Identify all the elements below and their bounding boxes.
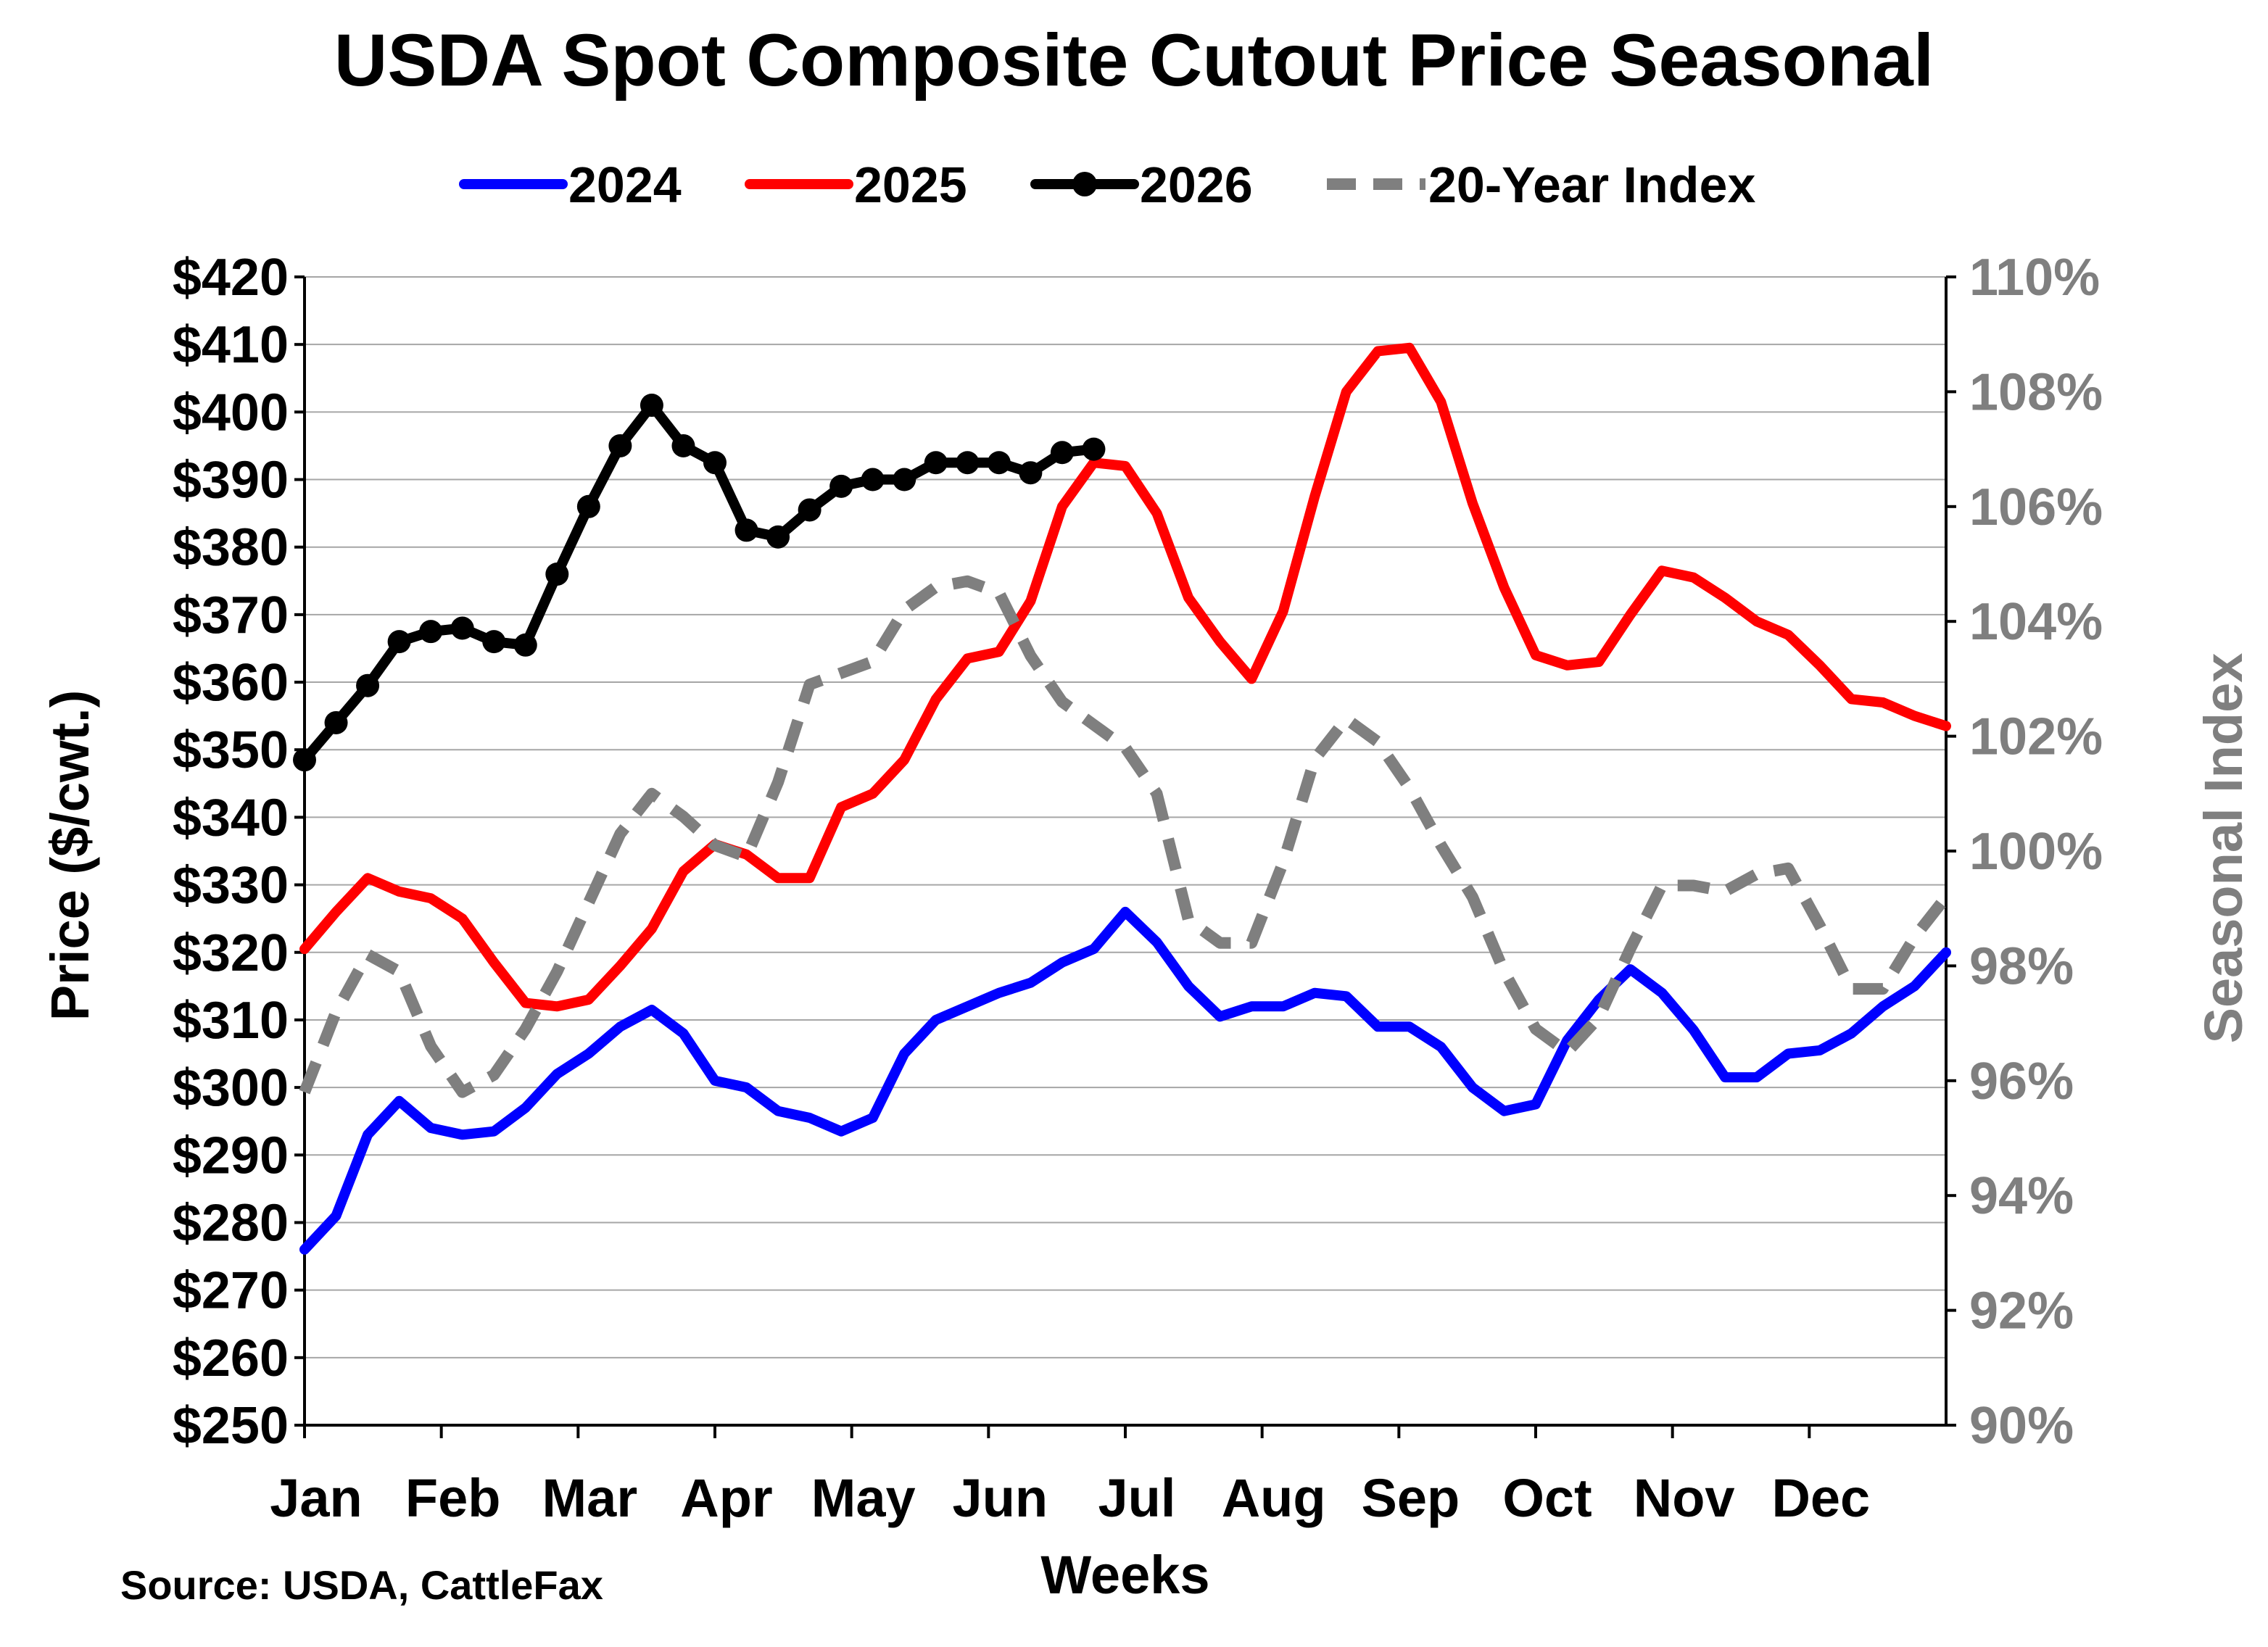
x-tick-label: Jul [1098,1468,1176,1528]
data-point-2026 [703,451,727,475]
data-point-2026 [1082,437,1106,461]
x-tick-label: Dec [1771,1468,1870,1528]
y-tick-label: $410 [173,316,289,374]
data-point-2026 [798,498,821,522]
right-axis-ticks: 90% 92% 94% 96% 98% 100% 102% 104% 106% 108% 110% [1946,249,2103,1455]
x-tick-label: Nov [1634,1468,1735,1528]
legend-label: 2024 [568,157,682,213]
y-tick-label: $300 [173,1059,289,1117]
data-point-2026 [734,518,758,542]
series-line-20-year-index [299,575,1951,1098]
data-point-2026 [861,468,885,491]
y-tick-label: $390 [173,452,289,510]
y2-tick-label: 110% [1969,249,2100,307]
data-point-2026 [513,633,537,657]
data-point-2026 [640,394,663,418]
legend-marker [1072,172,1097,196]
data-point-2026 [482,630,506,654]
legend: 2024 2025 2026 20-Year Index [459,157,1755,213]
y-tick-label: $400 [173,383,289,441]
legend-label: 20-Year Index [1428,157,1755,213]
series-line-2025 [299,342,1951,1012]
y2-tick-label: 92% [1969,1282,2074,1340]
data-point-2026 [924,451,948,475]
data-point-2026 [293,748,316,772]
y2-tick-label: 106% [1969,478,2103,536]
data-point-2026 [387,630,411,654]
series-line-2024 [299,906,1951,1255]
y-tick-label: $270 [173,1262,289,1320]
legend-label: 2026 [1140,157,1253,213]
x-tick-label: May [811,1468,916,1528]
data-point-2026 [829,474,853,498]
y-tick-label: $290 [173,1127,289,1185]
data-point-2026 [671,433,695,457]
y2-tick-label: 94% [1969,1167,2074,1225]
x-axis-title: Weeks [1040,1545,1209,1605]
data-point-2026 [419,620,443,644]
y2-tick-label: 100% [1969,823,2103,881]
y-tick-label: $280 [173,1194,289,1252]
y2-tick-label: 90% [1969,1397,2074,1455]
x-tick-label: Mar [542,1468,638,1528]
y-tick-label: $330 [173,857,289,915]
y2-tick-label: 108% [1969,363,2103,421]
y-tick-label: $250 [173,1397,289,1455]
y-tick-label: $350 [173,721,289,779]
y2-tick-label: 102% [1969,708,2103,766]
y-axis-title: Price ($/cwt.) [40,690,100,1021]
series-lines [293,342,1951,1255]
data-point-2026 [324,710,348,734]
y-tick-label: $310 [173,992,289,1050]
data-point-2026 [576,494,600,518]
y2-tick-label: 98% [1969,937,2074,995]
x-axis-ticks: Jan Feb Mar Apr May Jun Jul Aug Sep Oct Nov Dec [270,1425,1870,1528]
x-tick-label: Oct [1502,1468,1592,1528]
data-point-2026 [987,451,1011,475]
data-point-2026 [893,468,916,491]
y-tick-label: $320 [173,924,289,982]
y-tick-label: $420 [173,249,289,307]
y2-axis-title: Seasonal Index [2193,653,2253,1044]
x-tick-label: Jan [270,1468,363,1528]
data-point-2026 [450,616,474,640]
y2-tick-label: 104% [1969,593,2103,651]
x-tick-label: Apr [680,1468,772,1528]
x-tick-label: Jun [953,1468,1048,1528]
x-tick-label: Sep [1361,1468,1460,1528]
data-point-2026 [545,562,569,586]
left-axis-ticks: $250 $260 $270 $280 $290 $300 $310 $320 $330 $340… [173,249,305,1455]
y-tick-label: $360 [173,654,289,712]
data-point-2026 [766,525,790,549]
y-tick-label: $380 [173,519,289,577]
gridlines [305,276,1946,1358]
y2-tick-label: 96% [1969,1053,2074,1111]
legend-label: 2025 [854,157,967,213]
x-tick-label: Aug [1222,1468,1326,1528]
data-point-2026 [608,433,632,457]
chart-title: USDA Spot Composite Cutout Price Seasona… [334,19,1934,101]
x-tick-label: Feb [405,1468,501,1528]
y-tick-label: $340 [173,789,289,847]
data-point-2026 [956,451,980,475]
source-note: Source: USDA, CattleFax [120,1562,603,1608]
data-point-2026 [1019,461,1043,485]
y-tick-label: $260 [173,1329,289,1387]
data-point-2026 [356,673,380,697]
data-point-2026 [1050,441,1074,465]
y-tick-label: $370 [173,586,289,644]
